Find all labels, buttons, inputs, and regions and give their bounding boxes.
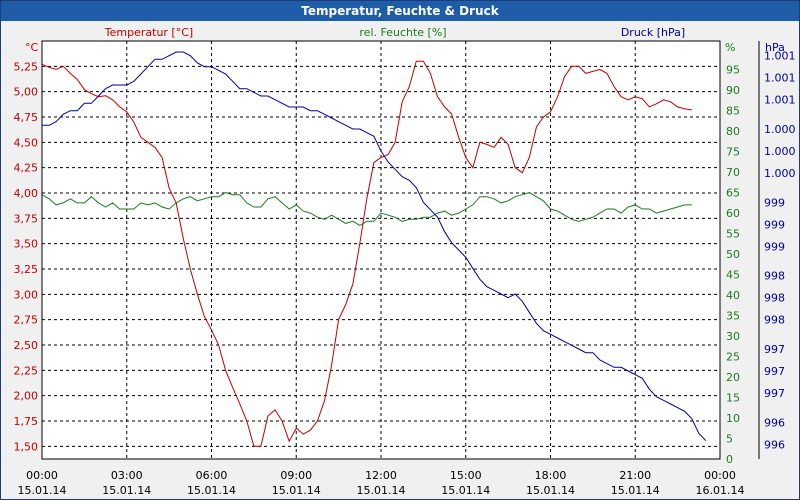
humidity-legend-label: rel. Feuchte [%] <box>359 26 446 39</box>
pressure-tick-label: 1.000 <box>764 123 796 136</box>
pressure-tick-label: 999 <box>764 240 785 253</box>
pressure-tick-label: 997 <box>764 365 785 378</box>
humidity-tick-label: 85 <box>726 105 740 118</box>
pressure-tick-label: 998 <box>764 270 785 283</box>
pressure-tick-label: 1.001 <box>764 94 796 107</box>
humidity-tick-label: 65 <box>726 187 740 200</box>
x-tick-time-label: 09:00 <box>280 469 312 482</box>
x-tick-date-label: 15.01.14 <box>357 484 406 497</box>
humidity-series-line <box>41 192 692 226</box>
pressure-legend-label: Druck [hPa] <box>621 26 685 39</box>
humidity-tick-label: 40 <box>726 289 740 302</box>
temperature-tick-label: 5,25 <box>14 60 39 73</box>
humidity-tick-label: 30 <box>726 330 740 343</box>
humidity-tick-label: 95 <box>726 64 740 77</box>
x-tick-date-label: 15.01.14 <box>526 484 575 497</box>
humidity-tick-label: 75 <box>726 146 740 159</box>
pressure-tick-label: 999 <box>764 196 785 209</box>
x-tick-date-label: 15.01.14 <box>102 484 151 497</box>
humidity-tick-label: 20 <box>726 371 740 384</box>
humidity-tick-label: 80 <box>726 125 740 138</box>
temperature-tick-label: 4,50 <box>14 136 39 149</box>
x-tick-date-label: 15.01.14 <box>187 484 236 497</box>
x-tick-date-label: 16.01.14 <box>696 484 745 497</box>
pressure-unit-label: hPa <box>765 41 785 54</box>
pressure-tick-label: 996 <box>764 438 785 451</box>
humidity-unit-label: % <box>725 41 735 54</box>
humidity-tick-label: 90 <box>726 84 740 97</box>
x-tick-time-label: 12:00 <box>365 469 397 482</box>
humidity-tick-label: 25 <box>726 351 740 364</box>
pressure-tick-label: 1.001 <box>764 72 796 85</box>
temperature-tick-label: 2,00 <box>14 390 39 403</box>
humidity-tick-label: 70 <box>726 166 740 179</box>
x-tick-time-label: 15:00 <box>450 469 482 482</box>
pressure-tick-label: 997 <box>764 343 785 356</box>
x-tick-time-label: 00:00 <box>26 469 58 482</box>
x-tick-date-label: 15.01.14 <box>272 484 321 497</box>
pressure-tick-label: 998 <box>764 314 785 327</box>
temperature-legend-label: Temperatur [°C] <box>104 26 193 39</box>
x-tick-time-label: 06:00 <box>196 469 228 482</box>
temperature-tick-label: 3,50 <box>14 238 39 251</box>
x-tick-date-label: 15.01.14 <box>18 484 67 497</box>
humidity-tick-label: 60 <box>726 207 740 220</box>
temperature-tick-label: 2,50 <box>14 339 39 352</box>
humidity-tick-label: 50 <box>726 248 740 261</box>
pressure-tick-label: 998 <box>764 292 785 305</box>
pressure-series-line <box>42 51 707 442</box>
humidity-tick-label: 45 <box>726 269 740 282</box>
x-tick-time-label: 00:00 <box>704 469 736 482</box>
humidity-tick-label: 0 <box>726 453 733 466</box>
humidity-tick-label: 5 <box>726 433 733 446</box>
x-tick-date-label: 15.01.14 <box>441 484 490 497</box>
x-tick-time-label: 21:00 <box>619 469 651 482</box>
temperature-tick-label: 2,25 <box>14 364 39 377</box>
window-title: Temperatur, Feuchte & Druck <box>1 1 799 21</box>
temperature-tick-label: 4,75 <box>14 111 39 124</box>
temperature-series-line <box>41 60 692 447</box>
pressure-tick-label: 1.001 <box>764 50 796 63</box>
pressure-tick-label: 999 <box>764 218 785 231</box>
pressure-tick-label: 1.000 <box>764 167 796 180</box>
chart-canvas: 1,50 1,75 2,00 2,25 2,50 2,75 3,00 3,25 3,50 3,75… <box>14 26 796 497</box>
humidity-tick-label: 55 <box>726 228 740 241</box>
pressure-tick-label: 996 <box>764 416 785 429</box>
x-tick-time-label: 18:00 <box>535 469 567 482</box>
temperature-tick-label: 2,75 <box>14 314 39 327</box>
humidity-tick-label: 35 <box>726 310 740 323</box>
pressure-tick-label: 1.000 <box>764 145 796 158</box>
temperature-unit-label: °C <box>25 41 39 54</box>
x-tick-date-label: 15.01.14 <box>611 484 660 497</box>
humidity-tick-label: 15 <box>726 392 740 405</box>
temperature-tick-label: 3,25 <box>14 263 39 276</box>
temperature-tick-label: 1,50 <box>14 440 39 453</box>
temperature-tick-label: 1,75 <box>14 415 39 428</box>
x-tick-time-label: 03:00 <box>111 469 143 482</box>
temperature-tick-label: 3,75 <box>14 212 39 225</box>
pressure-tick-label: 997 <box>764 387 785 400</box>
temperature-tick-label: 3,00 <box>14 288 39 301</box>
humidity-tick-label: 10 <box>726 412 740 425</box>
temperature-tick-label: 4,00 <box>14 187 39 200</box>
temperature-tick-label: 5,00 <box>14 86 39 99</box>
temperature-tick-label: 4,25 <box>14 162 39 175</box>
